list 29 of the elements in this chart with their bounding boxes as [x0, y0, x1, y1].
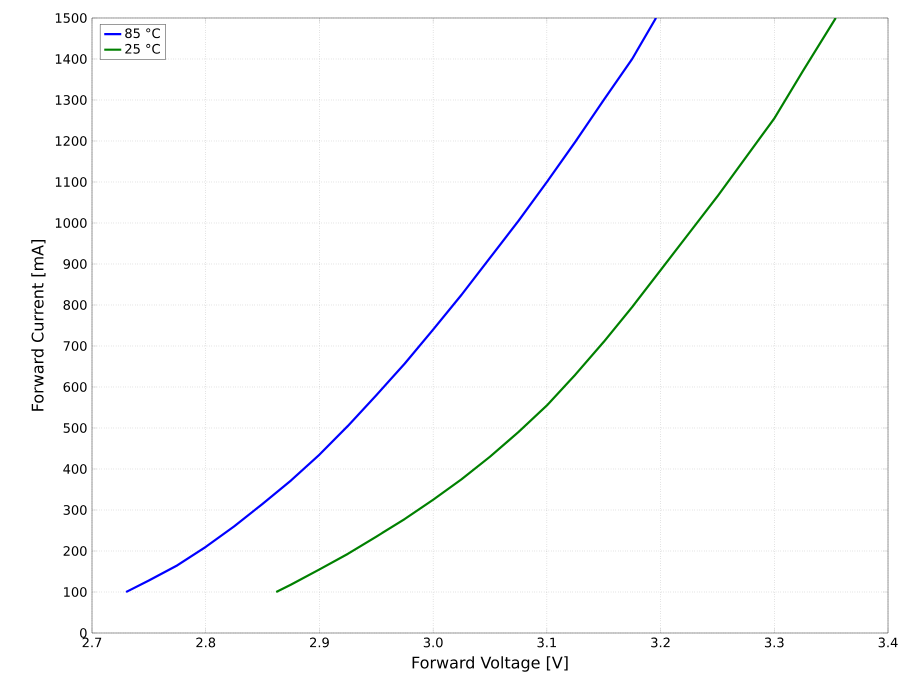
y-tick-label: 1300 — [56, 95, 87, 105]
y-tick-label: 400 — [63, 464, 87, 474]
y-tick-label: 1200 — [56, 136, 87, 146]
y-tick-label: 500 — [64, 423, 87, 433]
y-tick-label: 1500 — [56, 13, 87, 23]
y-tick-label: 1100 — [56, 177, 87, 187]
y-tick-label: 1000 — [56, 218, 87, 228]
x-tick-label: 3.2 — [651, 638, 670, 648]
line-series — [125, 18, 658, 594]
y-tick-label: 800 — [64, 300, 87, 310]
y-tick-label: 700 — [64, 341, 87, 351]
legend-label: 25 °C — [125, 44, 160, 54]
y-tick-label: 0 — [80, 628, 87, 638]
x-tick-label: 2.8 — [196, 638, 216, 648]
x-tick-label: 2.7 — [82, 638, 102, 648]
x-axis-title: Forward Voltage [V] — [412, 656, 568, 672]
y-tick-label: 900 — [63, 259, 87, 269]
y-tick-label: 300 — [64, 505, 87, 515]
y-tick-label: 100 — [64, 587, 87, 597]
x-tick-label: 3.0 — [424, 638, 443, 648]
y-tick-label: 200 — [64, 546, 87, 556]
y-tick-label: 600 — [64, 382, 87, 392]
x-tick-label: 3.4 — [878, 638, 898, 648]
x-tick-label: 2.9 — [310, 638, 329, 648]
legend-label: 85 °C — [125, 28, 160, 38]
y-tick-label: 1400 — [56, 54, 87, 64]
y-axis-title: Forward Current [mA] — [31, 240, 46, 411]
x-tick-label: 3.1 — [538, 638, 556, 648]
x-tick-label: 3.3 — [764, 638, 784, 648]
